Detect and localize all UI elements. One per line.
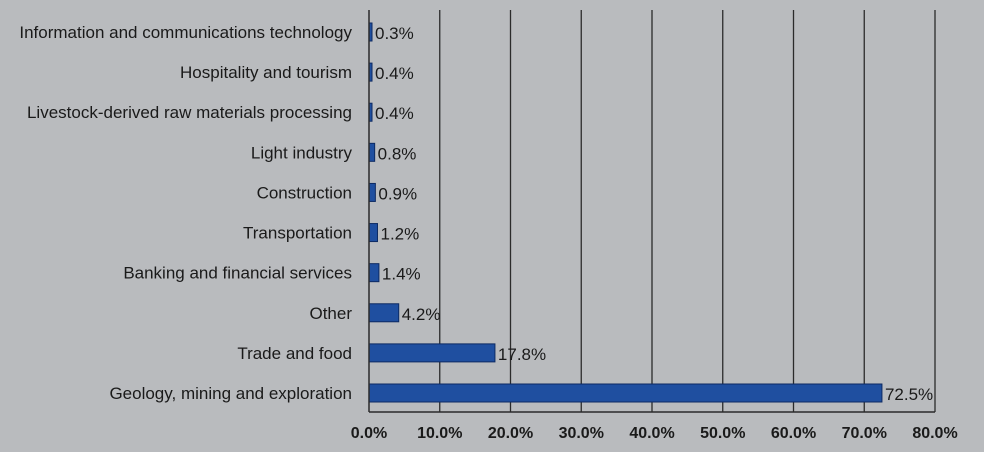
data-label: 0.9% [378, 184, 417, 203]
bars [368, 22, 883, 403]
category-label: Trade and food [237, 344, 352, 363]
x-tick-label: 0.0% [351, 425, 387, 442]
axes [368, 10, 935, 413]
data-label: 0.8% [378, 144, 417, 163]
data-label: 4.2% [402, 305, 441, 324]
data-label: 0.4% [375, 104, 414, 123]
x-tick-label: 20.0% [488, 425, 533, 442]
category-label: Hospitality and tourism [180, 63, 352, 82]
bar [368, 303, 400, 323]
category-label: Livestock-derived raw materials processi… [27, 103, 352, 122]
x-tick-label: 60.0% [771, 425, 816, 442]
bar [368, 383, 883, 403]
x-tick-label: 50.0% [700, 425, 745, 442]
x-tick-label: 30.0% [559, 425, 604, 442]
data-label: 0.3% [375, 24, 414, 43]
category-label: Transportation [243, 224, 352, 243]
x-tick-label: 10.0% [417, 425, 462, 442]
data-label: 1.4% [382, 265, 421, 284]
category-label: Geology, mining and exploration [109, 384, 352, 403]
data-label: 72.5% [885, 385, 933, 404]
category-label: Construction [257, 183, 352, 202]
bar [368, 223, 378, 243]
bar [368, 142, 376, 162]
bar [368, 343, 496, 363]
category-label: Other [309, 304, 352, 323]
data-label: 0.4% [375, 64, 414, 83]
bar [368, 182, 376, 202]
data-label: 1.2% [380, 225, 419, 244]
bar [368, 263, 380, 283]
x-tick-label: 70.0% [842, 425, 887, 442]
x-tick-label: 40.0% [629, 425, 674, 442]
category-label: Information and communications technolog… [19, 23, 352, 42]
gridlines [439, 10, 936, 412]
x-tick-label: 80.0% [912, 425, 957, 442]
labels: 0.0% 10.0% 20.0% 30.0% 40.0% 50.0% 60.0% 70.0% 8… [19, 23, 957, 442]
data-label: 17.8% [498, 345, 546, 364]
category-label: Banking and financial services [123, 264, 352, 283]
category-label: Light industry [251, 143, 353, 162]
